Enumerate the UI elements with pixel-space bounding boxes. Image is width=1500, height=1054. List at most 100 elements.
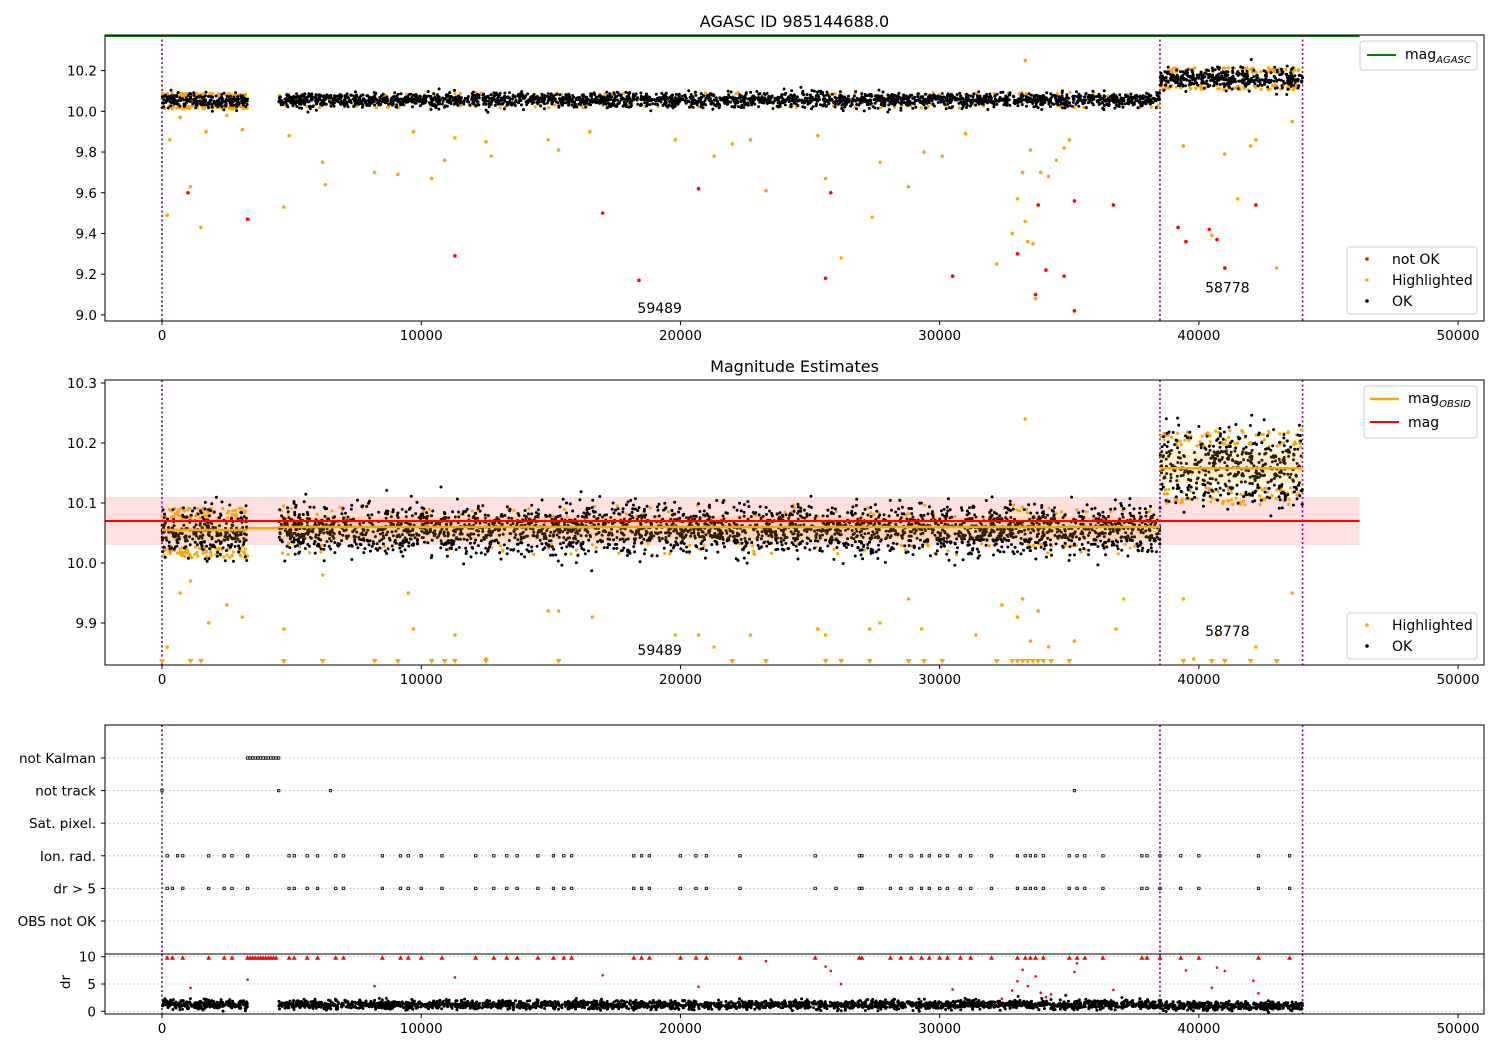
ok-point bbox=[1280, 68, 1283, 71]
ok-point bbox=[194, 541, 197, 544]
ok-point bbox=[922, 100, 925, 103]
ok-point bbox=[532, 93, 535, 96]
ok-point bbox=[861, 96, 864, 99]
ok-point bbox=[1182, 85, 1185, 88]
ok-point bbox=[861, 99, 864, 102]
highlighted-point bbox=[1198, 440, 1201, 443]
highlighted-point bbox=[922, 150, 926, 154]
ok-point bbox=[1124, 102, 1127, 105]
ok-point bbox=[855, 107, 858, 110]
highlighted-point bbox=[1060, 510, 1063, 513]
ok-point bbox=[492, 91, 495, 94]
ok-point bbox=[205, 91, 208, 94]
ok-point bbox=[744, 95, 747, 98]
ok-point bbox=[780, 540, 783, 543]
ok-point bbox=[1103, 95, 1106, 98]
highlighted-point bbox=[920, 106, 923, 109]
ok-point bbox=[1232, 80, 1235, 83]
highlighted-point bbox=[947, 549, 950, 552]
ok-point bbox=[589, 92, 592, 95]
ok-point bbox=[816, 540, 819, 543]
ok-point bbox=[168, 547, 171, 550]
ok-point bbox=[855, 103, 858, 106]
ok-point bbox=[1201, 73, 1204, 76]
ok-point bbox=[485, 109, 488, 112]
ok-point bbox=[875, 98, 878, 101]
ok-point bbox=[757, 93, 760, 96]
ok-point bbox=[1252, 69, 1255, 72]
ok-point bbox=[1132, 103, 1135, 106]
legend-not-ok-marker bbox=[1365, 257, 1369, 261]
ok-point bbox=[500, 558, 503, 561]
ok-point bbox=[551, 103, 554, 106]
ok-point bbox=[1190, 82, 1193, 85]
ok-point bbox=[392, 103, 395, 106]
ok-point bbox=[1195, 82, 1198, 85]
ok-point bbox=[783, 88, 786, 91]
highlighted-point bbox=[1227, 66, 1230, 69]
ok-point bbox=[745, 91, 748, 94]
ok-point bbox=[494, 104, 497, 107]
ok-point bbox=[565, 98, 568, 101]
ok-point bbox=[866, 103, 869, 106]
ok-point bbox=[589, 103, 592, 106]
ok-point bbox=[349, 94, 352, 97]
ok-point bbox=[664, 93, 667, 96]
highlighted-point bbox=[1260, 88, 1263, 91]
ok-point bbox=[677, 103, 680, 106]
ok-point bbox=[318, 93, 321, 96]
highlighted-point bbox=[1300, 428, 1303, 431]
ok-point bbox=[886, 94, 889, 97]
not-ok-point bbox=[1036, 203, 1040, 207]
not-ok-point bbox=[824, 276, 828, 280]
legend-agasc: magAGASC bbox=[1360, 41, 1477, 70]
ok-point bbox=[1122, 97, 1125, 100]
ok-point bbox=[656, 98, 659, 101]
ok-point bbox=[508, 91, 511, 94]
highlighted-point bbox=[227, 510, 230, 513]
highlighted-point bbox=[1010, 232, 1014, 236]
ok-point bbox=[1188, 79, 1191, 82]
ok-point bbox=[192, 91, 195, 94]
highlighted-point bbox=[319, 550, 322, 553]
ok-point bbox=[424, 101, 427, 104]
ok-point bbox=[989, 95, 992, 98]
highlighted-point bbox=[459, 104, 462, 107]
ok-point bbox=[376, 101, 379, 104]
highlighted-point bbox=[324, 183, 328, 187]
ok-point bbox=[194, 106, 197, 109]
highlighted-point bbox=[202, 552, 205, 555]
ok-point bbox=[780, 93, 783, 96]
ok-point bbox=[1045, 96, 1048, 99]
ok-point bbox=[200, 511, 203, 514]
ok-point bbox=[908, 544, 911, 547]
highlighted-point bbox=[209, 551, 212, 554]
ok-point bbox=[1009, 503, 1012, 506]
highlighted-point bbox=[386, 106, 389, 109]
highlighted-point bbox=[1048, 507, 1051, 510]
highlighted-point bbox=[980, 542, 983, 545]
ok-point bbox=[1006, 96, 1009, 99]
highlighted-point bbox=[1243, 503, 1246, 506]
ok-point bbox=[1045, 556, 1048, 559]
ok-point bbox=[793, 93, 796, 96]
ok-point bbox=[1039, 99, 1042, 102]
ok-point bbox=[965, 103, 968, 106]
ok-point bbox=[207, 557, 210, 560]
ok-point bbox=[503, 107, 506, 110]
highlighted-point bbox=[1249, 68, 1252, 71]
ok-point bbox=[792, 97, 795, 100]
ok-point bbox=[433, 95, 436, 98]
ok-point bbox=[576, 554, 579, 557]
ok-point bbox=[1248, 90, 1251, 93]
ok-point bbox=[285, 98, 288, 101]
highlighted-point bbox=[1110, 510, 1113, 513]
highlighted-point bbox=[199, 226, 203, 230]
ok-point bbox=[1159, 75, 1162, 78]
ok-point bbox=[245, 504, 248, 507]
ok-point bbox=[215, 496, 218, 499]
ok-point bbox=[173, 94, 176, 97]
highlighted-point bbox=[1230, 498, 1233, 501]
ok-point bbox=[1049, 92, 1052, 95]
ok-point bbox=[694, 91, 697, 94]
